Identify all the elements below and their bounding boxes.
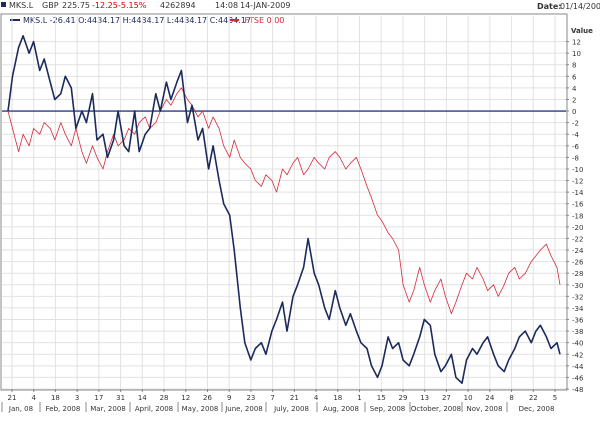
x-month-label: Sep, 2008 (370, 405, 405, 413)
header-bar: MKS.L GBP 225.75 -12.25 -5.15% 4262894 1… (1, 1, 600, 11)
y-tick-label: -6 (572, 143, 580, 151)
legend-ftse-label: .FTSE 0.00 (242, 16, 284, 25)
x-month-label: Mar, 2008 (90, 405, 125, 413)
x-tick-label: 9 (227, 394, 231, 402)
x-month-label: April, 2008 (135, 405, 173, 413)
y-tick-label: -28 (572, 270, 583, 278)
y-tick-label: -2 (572, 120, 579, 128)
x-tick-label: 24 (485, 394, 494, 402)
x-month-label: Aug, 2008 (323, 405, 359, 413)
x-tick-label: 7 (270, 394, 274, 402)
header-currency: GBP (42, 1, 59, 10)
y-tick-label: 8 (572, 62, 576, 70)
y-tick-label: 12 (572, 39, 581, 47)
y-tick-label: -32 (572, 293, 583, 301)
x-tick-label: 15 (377, 394, 386, 402)
legend-mks-label: MKS.L -26.41 O:4434.17 H:4434.17 L:4434.… (23, 16, 251, 25)
y-tick-label: -12 (572, 178, 583, 186)
y-tick-label: -22 (572, 235, 583, 243)
y-tick-label: 0 (572, 108, 576, 116)
x-month-label: October, 2008 (411, 405, 461, 413)
x-tick-label: 27 (442, 394, 451, 402)
y-tick-label: -34 (572, 305, 584, 313)
header-symbol: MKS.L (9, 1, 34, 10)
x-tick-label: 22 (529, 394, 538, 402)
y-tick-label: -42 (572, 351, 583, 359)
x-tick-label: 17 (94, 394, 103, 402)
y-tick-label: -26 (572, 259, 584, 267)
x-tick-label: 21 (290, 394, 299, 402)
y-axis-label: Value (571, 27, 593, 35)
series-line-ftse (7, 87, 561, 315)
y-tick-label: -4 (572, 131, 580, 139)
series-line-mks (7, 34, 561, 385)
y-tick-label: -40 (572, 340, 583, 348)
y-tick-label: -14 (572, 189, 584, 197)
x-tick-label: 12 (181, 394, 190, 402)
x-tick-label: 4 (314, 394, 319, 402)
header-date: 14-JAN-2009 (240, 1, 290, 10)
x-month-label: Dec, 2008 (519, 405, 555, 413)
symbol-marker-icon (1, 2, 6, 7)
x-tick-label: 10 (464, 394, 473, 402)
x-tick-label: 26 (203, 394, 212, 402)
x-tick-label: 23 (246, 394, 255, 402)
x-month-label: Nov, 2008 (467, 405, 503, 413)
x-month-label: June, 2008 (224, 405, 263, 413)
x-tick-label: 31 (116, 394, 125, 402)
y-axis-ticks: 12 10 8 6 4 2 0 -2 -4 -6 -8 -10 -12 -14 -16 -18 -20 -22 -2… (566, 39, 584, 394)
x-tick-label: 18 (51, 394, 60, 402)
y-tick-label: -36 (572, 317, 584, 325)
x-tick-label: 5 (553, 394, 557, 402)
y-tick-label: -46 (572, 374, 584, 382)
y-tick-label: -24 (572, 247, 584, 255)
y-tick-label: 10 (572, 50, 581, 58)
y-tick-label: -8 (572, 154, 579, 162)
date-label: Date: (537, 2, 562, 11)
date-value: 01/14/2009 (560, 2, 600, 11)
y-tick-label: -16 (572, 201, 584, 209)
x-month-label: Feb, 2008 (46, 405, 81, 413)
y-tick-label: 4 (572, 85, 577, 93)
y-tick-label: -44 (572, 363, 584, 371)
x-month-label: May, 2008 (182, 405, 219, 413)
x-axis-months: Jan, 08 Feb, 2008 Mar, 2008 April, 2008 May,… (1, 402, 555, 413)
y-tick-label: -30 (572, 282, 583, 290)
x-tick-label: 13 (420, 394, 429, 402)
grid-layer (2, 16, 566, 390)
x-month-label: Jan, 08 (8, 405, 33, 413)
x-tick-label: 28 (160, 394, 169, 402)
x-tick-label: 4 (31, 394, 36, 402)
x-tick-label: 14 (138, 394, 147, 402)
x-tick-label: 1 (357, 394, 361, 402)
y-tick-label: -38 (572, 328, 583, 336)
x-tick-label: 29 (398, 394, 407, 402)
x-tick-label: 18 (333, 394, 342, 402)
y-tick-label: -48 (572, 386, 583, 394)
x-month-label: July, 2008 (273, 405, 309, 413)
y-tick-label: -10 (572, 166, 583, 174)
y-tick-label: 2 (572, 96, 576, 104)
series-layer (7, 34, 561, 385)
y-tick-label: -20 (572, 224, 583, 232)
header-change-pct: -5.15% (118, 1, 147, 10)
header-change: -12.25 (92, 1, 118, 10)
y-tick-label: -18 (572, 212, 583, 220)
x-tick-label: 3 (75, 394, 79, 402)
plot-frame (0, 13, 568, 391)
x-tick-label: 21 (8, 394, 17, 402)
header-volume: 4262894 (160, 1, 196, 10)
header-price: 225.75 (62, 1, 90, 10)
x-tick-label: 8 (509, 394, 513, 402)
y-tick-label: 6 (572, 73, 577, 81)
header-time: 14:08 (215, 1, 238, 10)
x-axis-ticks: 21 4 18 3 17 31 14 28 12 26 9 23 7 21 4 18 1 15 29 13 27 10 24… (8, 389, 557, 402)
legend: MKS.L -26.41 O:4434.17 H:4434.17 L:4434.… (10, 16, 284, 25)
